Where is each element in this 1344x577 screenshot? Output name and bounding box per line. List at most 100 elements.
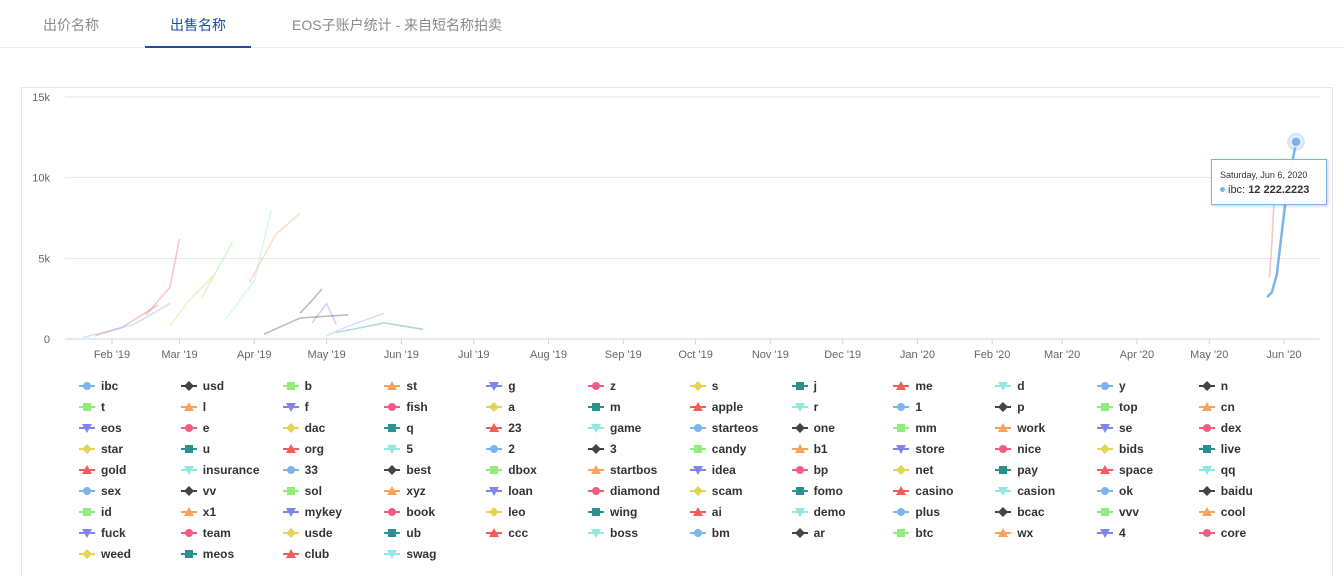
legend-symbol-icon <box>180 486 197 496</box>
legend-label: pay <box>1017 463 1038 477</box>
legend-symbol-icon <box>588 403 604 411</box>
legend-symbol-icon <box>384 381 401 390</box>
legend-symbol-icon <box>180 466 197 475</box>
legend-label: baidu <box>1220 484 1253 498</box>
x-tick-label: Nov '19 <box>752 349 789 361</box>
legend-symbol-icon <box>180 402 197 411</box>
y-tick-label: 0 <box>44 334 50 346</box>
legend-label: y <box>1119 379 1126 393</box>
legend-label: starteos <box>711 421 759 435</box>
legend-label: btc <box>915 526 934 540</box>
legend-symbol-icon <box>689 402 706 411</box>
legend-label: 2 <box>508 442 515 456</box>
legend-symbol-icon <box>79 529 95 538</box>
series-line-z <box>94 304 159 337</box>
legend-symbol-icon <box>893 486 910 495</box>
legend-label: se <box>1119 421 1133 435</box>
legend-symbol-icon <box>995 445 1012 453</box>
legend-symbol-icon <box>384 403 401 411</box>
legend-label: bcac <box>1017 505 1045 519</box>
tooltip-value: 12 222.2223 <box>1248 184 1310 196</box>
legend-label: live <box>1220 442 1241 456</box>
legend-symbol-icon <box>180 529 197 537</box>
legend-symbol-icon <box>384 445 401 454</box>
legend-label: mm <box>915 421 937 435</box>
legend-label: sex <box>101 484 122 498</box>
legend-symbol-icon <box>486 507 503 517</box>
legend-symbol-icon <box>995 487 1012 496</box>
legend-label: casino <box>915 484 954 498</box>
legend-label: star <box>101 442 124 456</box>
legend-symbol-icon <box>893 529 910 537</box>
legend-label: wing <box>610 505 638 519</box>
legend-label: club <box>304 547 330 561</box>
legend-symbol-icon <box>384 424 401 432</box>
tooltip-date: Saturday, Jun 6, 2020 <box>1220 170 1308 180</box>
legend-symbol-icon <box>689 466 706 475</box>
legend-symbol-icon <box>282 528 299 538</box>
legend-label: s <box>711 379 719 393</box>
legend-label: insurance <box>202 463 260 477</box>
legend-symbol-icon <box>282 444 299 453</box>
x-tick-label: Aug '19 <box>530 349 567 361</box>
legend-symbol-icon <box>1097 465 1113 474</box>
legend-symbol-icon <box>995 423 1012 432</box>
legend-symbol-icon <box>282 549 299 558</box>
legend-symbol-icon <box>689 381 706 391</box>
legend-symbol-icon <box>1097 529 1113 538</box>
x-tick-label: Apr '20 <box>1120 349 1155 361</box>
x-tick-label: Jul '19 <box>458 349 489 361</box>
tab-sold-names[interactable]: 出售名称 <box>145 0 251 48</box>
legend-symbol-icon <box>1198 402 1215 411</box>
legend-symbol-icon <box>1097 403 1113 411</box>
x-tick-label: Feb '20 <box>974 349 1010 361</box>
legend-label: bp <box>813 463 829 477</box>
legend-symbol-icon <box>588 382 604 390</box>
legend-symbol-icon <box>1198 445 1215 453</box>
legend-label: 5 <box>406 442 414 456</box>
legend-label: n <box>1220 379 1229 393</box>
legend-symbol-icon <box>588 529 604 538</box>
legend-label: loan <box>508 484 533 498</box>
legend-symbol-icon <box>689 445 706 453</box>
legend-label: bm <box>711 526 730 540</box>
legend-label: xyz <box>406 484 426 498</box>
legend-label: x1 <box>202 505 217 519</box>
legend-symbol-icon <box>1097 424 1113 433</box>
legend-label: l <box>202 400 207 414</box>
series-line-n <box>263 314 349 335</box>
legend-symbol-icon <box>180 424 197 432</box>
x-tick-label: Jan '20 <box>900 349 935 361</box>
tab-bar: 出价名称 出售名称 EOS子账户统计 - 来自短名称拍卖 <box>0 0 1344 48</box>
series-line-usd <box>299 288 323 314</box>
legend-symbol-icon <box>1198 529 1215 537</box>
legend-symbol-icon <box>79 403 95 411</box>
legend-label: cool <box>1220 505 1246 519</box>
legend-symbol-icon <box>588 424 604 433</box>
legend-label: top <box>1119 400 1138 414</box>
legend-symbol-icon <box>1097 508 1113 516</box>
tab-bid-names[interactable]: 出价名称 <box>43 17 99 33</box>
legend-symbol-icon <box>893 403 910 411</box>
legend-label: q <box>406 421 414 435</box>
tab-eos-subaccount-stats[interactable]: EOS子账户统计 - 来自短名称拍卖 <box>292 17 503 33</box>
legend-symbol-icon <box>180 550 197 558</box>
legend-label: g <box>508 379 516 393</box>
legend-label: game <box>610 421 642 435</box>
legend-symbol-icon <box>791 487 808 495</box>
legend-label: b1 <box>813 442 828 456</box>
legend-symbol-icon <box>79 444 95 454</box>
legend-symbol-icon <box>282 466 299 474</box>
legend-label: casion <box>1017 484 1056 498</box>
legend-label: scam <box>711 484 743 498</box>
legend-label: 4 <box>1119 526 1126 540</box>
legend-label: j <box>813 379 817 393</box>
series-line-g <box>311 301 338 325</box>
legend-symbol-icon <box>893 508 910 516</box>
legend-symbol-icon <box>486 487 503 496</box>
legend-label: me <box>915 379 933 393</box>
x-tick-label: Mar '19 <box>161 349 197 361</box>
legend-label: qq <box>1220 463 1236 477</box>
legend-symbol-icon <box>791 423 808 433</box>
